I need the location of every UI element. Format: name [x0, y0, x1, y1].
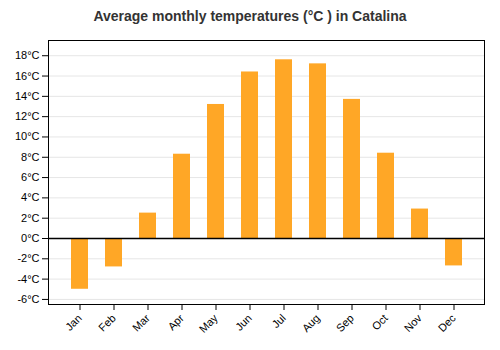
- svg-text:Jun: Jun: [233, 312, 254, 333]
- svg-text:2°C: 2°C: [21, 212, 40, 224]
- svg-text:Apr: Apr: [165, 312, 186, 333]
- svg-text:-2°C: -2°C: [17, 252, 39, 264]
- svg-text:Nov: Nov: [402, 311, 425, 334]
- svg-text:10°C: 10°C: [15, 130, 40, 142]
- svg-text:8°C: 8°C: [21, 151, 40, 163]
- svg-text:18°C: 18°C: [15, 49, 40, 61]
- svg-text:Jan: Jan: [63, 312, 84, 333]
- html-text:Average monthly temperatures (: Average monthly temperatures (°C ) in Ca…: [93, 8, 407, 24]
- svg-text:Mar: Mar: [130, 312, 152, 334]
- svg-text:Feb: Feb: [96, 312, 118, 334]
- svg-text:12°C: 12°C: [15, 110, 40, 122]
- svg-text:0°C: 0°C: [21, 232, 40, 244]
- svg-text:-4°C: -4°C: [17, 273, 39, 285]
- svg-text:May: May: [197, 311, 221, 335]
- svg-text:14°C: 14°C: [15, 90, 40, 102]
- svg-text:-6°C: -6°C: [17, 293, 39, 305]
- svg-text:Aug: Aug: [300, 312, 322, 334]
- svg-text:Dec: Dec: [436, 311, 459, 334]
- svg-text:Oct: Oct: [369, 312, 390, 333]
- svg-text:16°C: 16°C: [15, 70, 40, 82]
- svg-text:Sep: Sep: [334, 312, 356, 334]
- svg-text:6°C: 6°C: [21, 171, 40, 183]
- svg-text:4°C: 4°C: [21, 191, 40, 203]
- svg-text:Jul: Jul: [269, 312, 287, 330]
